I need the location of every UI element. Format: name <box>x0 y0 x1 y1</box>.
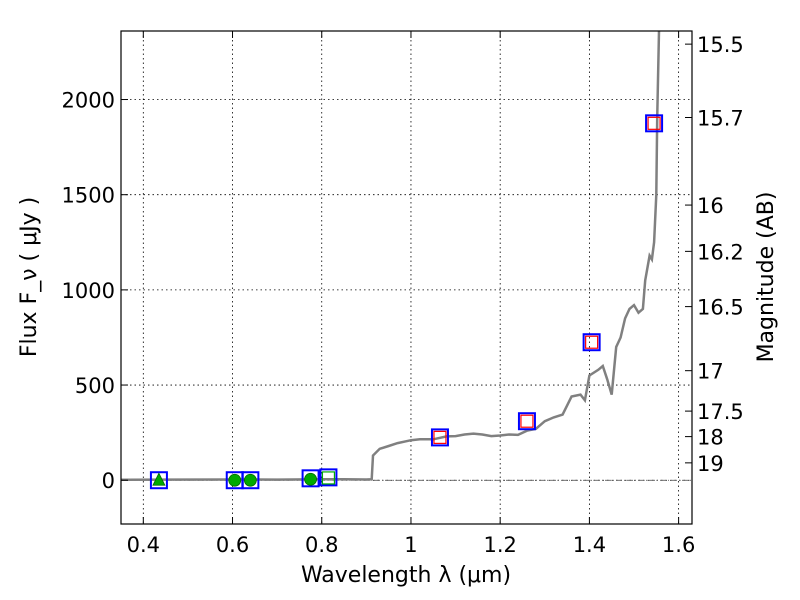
observed-flux-point <box>433 430 447 444</box>
model-flux-point <box>301 469 320 488</box>
y-tick-label: 2000 <box>62 89 115 113</box>
y-tick-label: 500 <box>75 374 115 398</box>
mag-tick-label: 17.5 <box>697 400 744 424</box>
model-spectrum-line <box>121 31 661 482</box>
x-tick-label: 0.6 <box>216 533 249 557</box>
model-flux-point <box>319 468 338 487</box>
plot-data <box>121 31 692 490</box>
y-tick-label: 1500 <box>62 184 115 208</box>
mag-tick-label: 17 <box>697 360 724 384</box>
x-tick-label: 0.8 <box>305 533 338 557</box>
ground-flux-point <box>304 472 317 486</box>
model-flux-point <box>582 333 601 352</box>
x-axis-title: Wavelength λ (μm) <box>301 563 511 588</box>
observed-flux-point <box>585 335 599 349</box>
x-tick-label: 1.2 <box>483 533 516 557</box>
x-tick-label: 1.6 <box>662 533 695 557</box>
observed-flux-point <box>520 414 534 428</box>
mag-tick-label: 15.7 <box>697 106 744 130</box>
mag-tick-label: 18 <box>697 426 724 450</box>
right-axis-title: Magnitude (AB) <box>754 192 779 363</box>
x-tick-label: 1.4 <box>573 533 606 557</box>
mag-tick-label: 15.5 <box>697 33 744 57</box>
y-axis-title: Flux F_ν ( μJy ) <box>17 197 42 357</box>
mag-tick-label: 19 <box>697 452 724 476</box>
ground-flux-point <box>152 472 166 486</box>
ground-flux-point <box>228 473 242 487</box>
observed-flux-point <box>321 471 336 485</box>
axis-ticks: 0.4 0.6 0.8 1 1.2 1.4 1.6 0 500 1000 1500 2000 15.5 1… <box>62 31 744 557</box>
x-tick-label: 0.4 <box>127 533 160 557</box>
model-flux-point <box>241 471 260 490</box>
model-flux-point <box>430 428 449 447</box>
observed-flux-point <box>647 116 661 130</box>
model-flux-point <box>149 471 168 490</box>
mag-tick-label: 16.2 <box>697 240 744 264</box>
ground-flux-point <box>243 473 257 487</box>
y-tick-label: 1000 <box>62 279 115 303</box>
mag-tick-label: 16.5 <box>697 296 744 320</box>
model-flux-point <box>645 114 664 133</box>
grid <box>121 31 692 524</box>
x-tick-label: 1 <box>404 533 417 557</box>
model-flux-point <box>517 412 536 431</box>
mag-tick-label: 16 <box>697 194 724 218</box>
plot-frame <box>120 30 693 525</box>
y-tick-label: 0 <box>102 469 115 493</box>
